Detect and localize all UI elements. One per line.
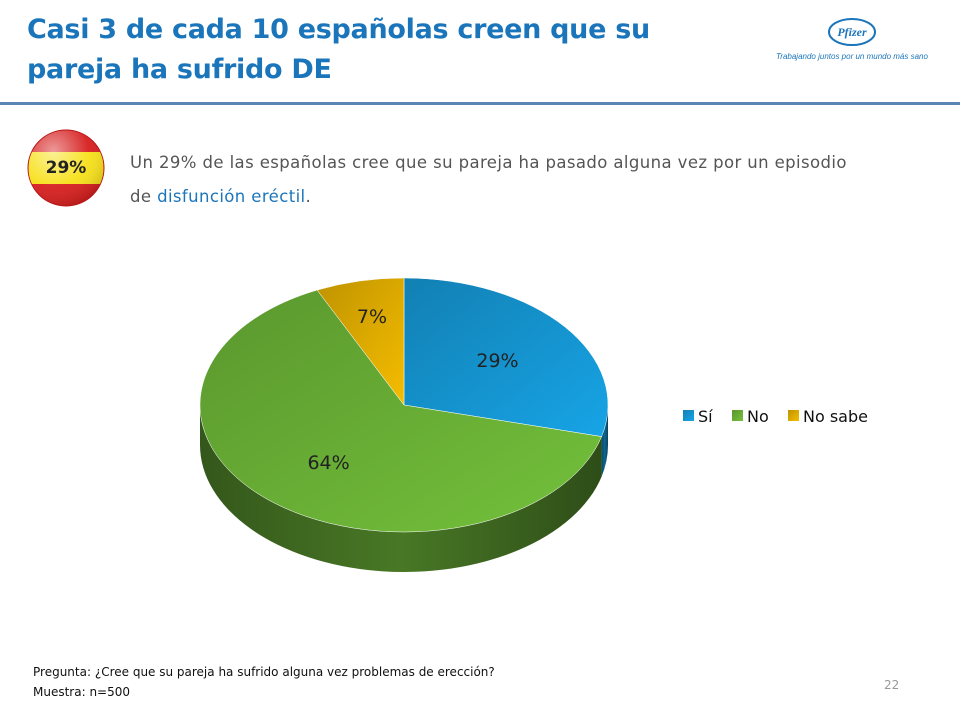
data-label-2: 7% xyxy=(357,306,387,328)
description-highlight: disfunción eréctil xyxy=(157,187,306,206)
data-label-0: 29% xyxy=(476,350,518,372)
title-line-2: pareja ha sufrido DE xyxy=(27,54,332,85)
pie-side-0 xyxy=(601,405,608,477)
description-end: . xyxy=(305,187,312,206)
pfizer-logo: Pfizer Trabajando juntos por un mundo má… xyxy=(776,18,928,68)
pfizer-logo-icon: Pfizer xyxy=(828,18,876,46)
footnote-question: Pregunta: ¿Cree que su pareja ha sufrido… xyxy=(33,665,495,679)
pie-sides xyxy=(200,405,608,573)
data-label-1: 64% xyxy=(307,452,349,474)
footnote-sample: Muestra: n=500 xyxy=(33,685,131,699)
page-number: 22 xyxy=(884,678,900,692)
description: Un 29% de las españolas cree que su pare… xyxy=(130,146,850,214)
pie-slice-0 xyxy=(403,277,609,437)
spain-flag-icon xyxy=(27,129,105,207)
logo-tagline: Trabajando juntos por un mundo más sano xyxy=(776,52,928,61)
title-line-1: Casi 3 de cada 10 españolas creen que su xyxy=(27,14,650,45)
logo-brand: Pfizer xyxy=(837,25,867,39)
pie-slice-2 xyxy=(316,277,405,406)
legend-label-1: No xyxy=(747,407,769,426)
legend-swatch-2 xyxy=(788,410,799,421)
title-divider xyxy=(0,102,960,105)
description-main: Un 29% de las españolas cree que su pare… xyxy=(130,153,847,206)
legend-label-0: Sí xyxy=(698,407,713,426)
badge-value: 29% xyxy=(45,158,87,178)
legend: Sí No No sabe xyxy=(683,407,868,426)
spain-flag-badge: 29% xyxy=(24,126,108,210)
page-title: Casi 3 de cada 10 españolas creen que su… xyxy=(27,10,727,90)
footnote: Pregunta: ¿Cree que su pareja ha sufrido… xyxy=(33,662,495,702)
legend-swatch-1 xyxy=(732,410,743,421)
pie-side-1 xyxy=(200,405,602,573)
legend-label-2: No sabe xyxy=(803,407,868,426)
legend-swatch-0 xyxy=(683,410,694,421)
pie-slice-1 xyxy=(199,289,602,533)
